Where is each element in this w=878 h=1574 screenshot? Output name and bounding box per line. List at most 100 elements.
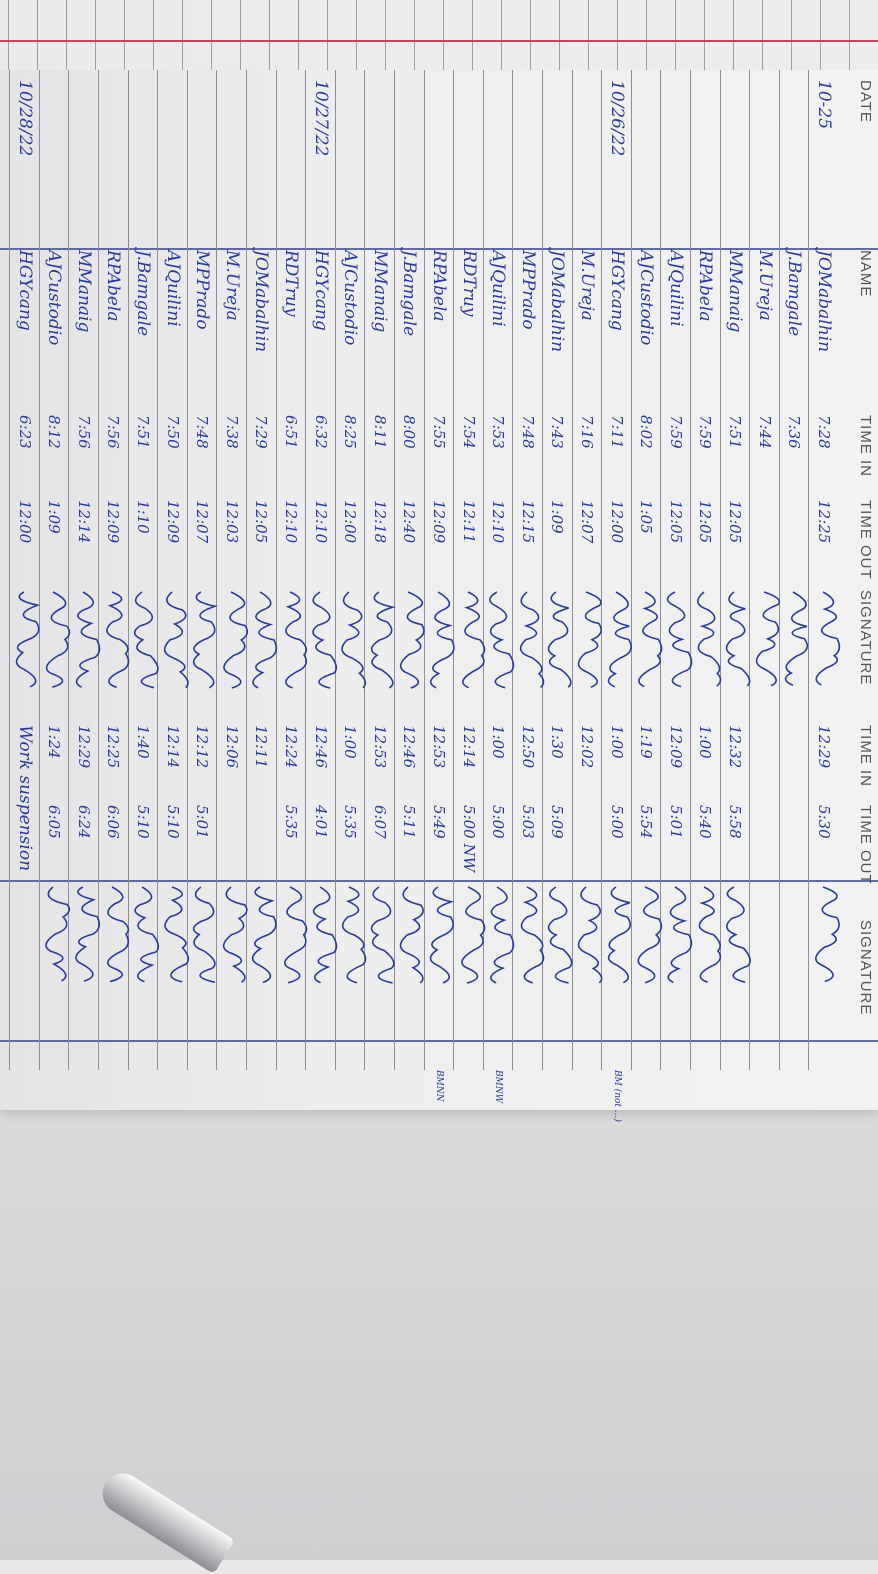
time-cell: 12:11 [459,500,478,544]
name-cell: MManaig [724,250,745,333]
time-cell: 12:25 [814,500,833,544]
time-cell: 7:43 [548,415,567,449]
date-cell [750,80,779,250]
time-cell: 12:12 [193,725,212,769]
signature [484,885,515,1055]
time-cell: 5:10 [133,805,152,839]
date-cell: 10/28/22 [14,80,35,157]
header-cell: SIGNATURE [857,920,874,1016]
time-cell [780,805,809,880]
time-cell: 12:14 [163,725,182,769]
time-cell: 1:00 [607,725,626,759]
table-row: JOMabalhin 7:29 12:05 12:11 [246,70,278,1070]
date-cell [129,80,158,250]
table-row: AJQuilini 7:59 12:05 12:09 5:01 [660,70,693,1070]
time-cell: 8:02 [637,415,656,449]
date-cell [454,80,483,250]
table-row: J.Bamgale 7:36 [778,70,809,1070]
time-cell: 5:00 [607,805,626,839]
name-cell: M.Ureja [754,250,775,321]
time-cell: 12:46 [400,725,419,769]
date-cell [395,80,424,250]
signature [217,885,248,1055]
date-cell [336,80,365,250]
table-row: 10/26/22 HGYcang 7:11 12:00 1:00 5:00 BM (not … [601,70,632,1122]
time-cell: 12:32 [725,725,744,769]
time-cell: 5:10 [163,805,182,839]
signature [306,885,337,1055]
signature [809,885,840,1055]
signature [809,590,840,720]
signature [217,590,248,720]
name-cell: RPAbela [103,250,124,322]
time-cell: 12:05 [252,500,271,544]
time-cell: 1:19 [637,725,656,759]
time-cell: 12:09 [429,500,448,544]
signature [425,590,455,720]
signature [543,885,573,1055]
time-cell: 12:50 [518,725,537,769]
signature [543,590,572,720]
time-cell [780,725,809,800]
signature [484,590,515,720]
time-cell: 6:07 [370,805,389,839]
time-cell: 7:28 [814,415,833,449]
time-cell: 5:09 [548,805,567,839]
date-cell [513,80,542,250]
date-cell [277,80,306,250]
time-cell: 7:38 [222,415,241,449]
time-cell: 1:24 [45,725,64,759]
signature [395,885,425,1055]
time-cell: 12:53 [429,725,448,769]
table-row: 10/28/22 HGYcang 6:23 12:00 Work suspension [9,70,41,1070]
signature [247,885,277,1055]
table-row: MManaig 7:51 12:05 12:32 5:58 [719,70,751,1070]
time-cell: 12:24 [281,725,300,769]
time-cell: 4:01 [311,805,330,839]
time-cell: 5:01 [193,805,212,839]
signature [188,885,217,1055]
signature [40,885,71,1055]
note: BMNN [433,1070,444,1102]
time-cell: 7:29 [252,415,271,449]
table-row: J.Bamgale 8:00 12:40 12:46 5:11 [394,70,425,1070]
date-cell [780,80,809,250]
time-cell: 1:40 [133,725,152,759]
signature [661,590,693,720]
time-cell: 6:23 [15,415,34,449]
date-cell [40,80,69,250]
date-cell [661,80,690,250]
remark-cell: Work suspension [14,725,35,872]
header-cell: DATE [857,80,874,123]
time-cell: 7:53 [489,415,508,449]
time-cell: 8:00 [400,415,419,449]
time-cell [780,500,809,580]
name-cell: RPAbela [695,250,716,322]
name-cell: JOMabalhin [251,250,272,353]
name-cell: MPPrado [192,250,213,330]
time-cell [573,805,602,880]
time-cell: 5:35 [341,805,360,839]
time-cell: 12:10 [281,500,300,544]
name-cell: AJQuilini [665,250,686,327]
signature [750,590,780,720]
signature [365,885,395,1055]
table-row: 10/27/22 HGYcang 6:32 12:10 12:46 4:01 [305,70,337,1070]
time-cell: 6:05 [45,805,64,839]
time-cell: 5:00 [489,805,508,839]
header-row: DATE NAME TIME IN TIME OUT SIGNATURE TIME IN T… [838,70,878,1070]
time-cell: 12:05 [725,500,744,544]
time-cell: 5:30 [814,805,833,839]
signature [158,590,189,720]
name-cell: M.Ureja [221,250,242,321]
table-row: AJQuilini 7:50 12:09 12:14 5:10 [157,70,189,1070]
signature [10,590,41,720]
time-cell: 6:32 [311,415,330,449]
time-cell [750,725,779,800]
time-cell: 8:25 [341,415,360,449]
time-cell: 7:54 [459,415,478,449]
signature [454,590,485,720]
name-cell: HGYcang [310,250,331,331]
time-cell: 1:00 [696,725,715,759]
